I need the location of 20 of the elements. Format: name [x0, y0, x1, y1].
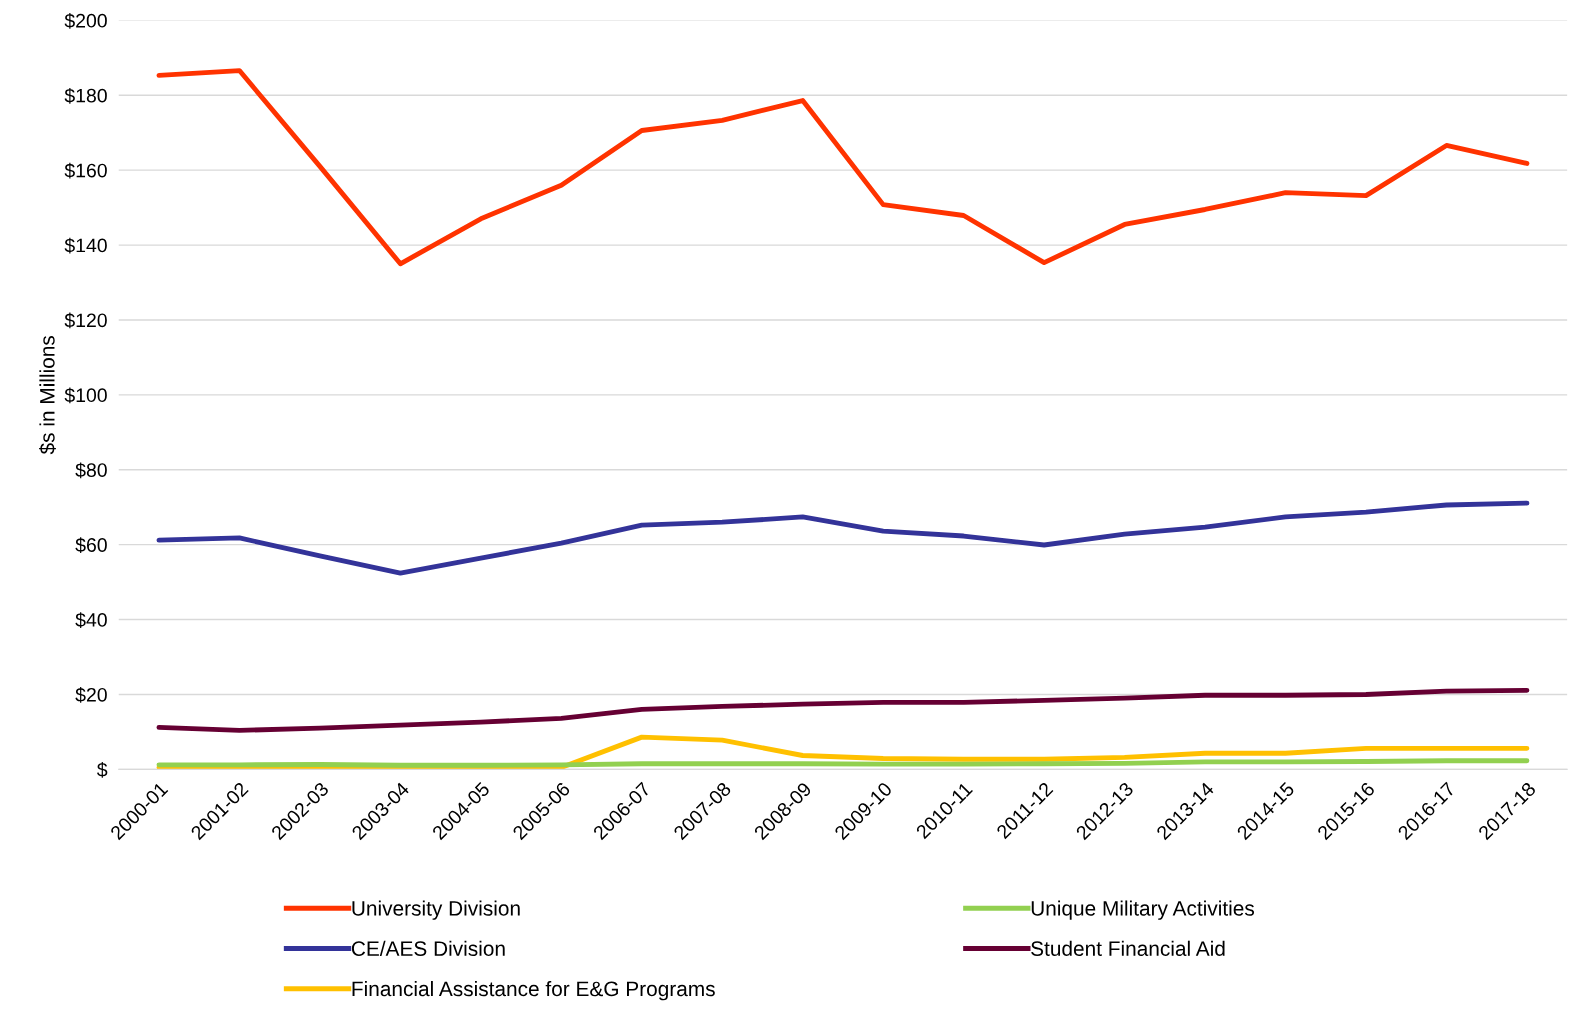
- y-tick-label: $60: [75, 537, 107, 554]
- line-series: [156, 687, 1530, 733]
- line-series: [156, 68, 1530, 267]
- y-tick-label: $200: [64, 13, 107, 29]
- legend-label: CE/AES Division: [351, 940, 505, 956]
- y-tick-label: $140: [64, 237, 107, 254]
- y-tick-label: $100: [64, 387, 107, 404]
- y-tick-label: $160: [64, 162, 107, 179]
- y-tick-label: $80: [75, 462, 107, 479]
- line-series: [156, 500, 1530, 576]
- y-tick-label: $20: [75, 687, 107, 703]
- y-tick-label: $: [97, 762, 108, 778]
- y-tick-label: $120: [64, 312, 107, 329]
- legend-label: University Division: [352, 900, 520, 920]
- legend-label: Unique Military Activities: [1031, 900, 1255, 920]
- y-tick-label: $40: [75, 612, 107, 628]
- y-tick-label: $180: [64, 87, 107, 104]
- legend-label: Financial Assistance for E&G Programs: [352, 980, 715, 1001]
- y-axis-title: $s in Millions: [39, 335, 56, 455]
- legend-label: Student Financial Aid: [1031, 940, 1225, 956]
